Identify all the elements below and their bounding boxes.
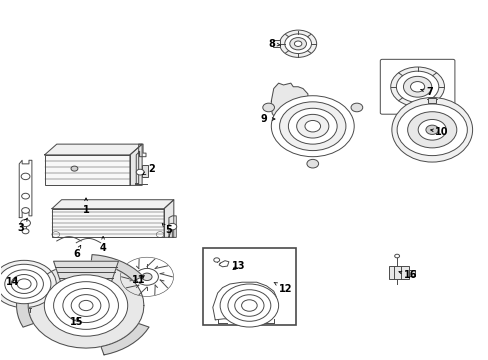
Bar (52, 209, 163, 237)
Circle shape (21, 173, 30, 180)
Polygon shape (91, 255, 142, 281)
Circle shape (227, 290, 270, 321)
Text: 3: 3 (18, 218, 27, 233)
Text: 2: 2 (142, 164, 155, 175)
Circle shape (410, 82, 424, 92)
Bar (142, 165, 148, 177)
Circle shape (167, 224, 176, 230)
Circle shape (79, 300, 93, 311)
Polygon shape (54, 261, 118, 288)
Text: 13: 13 (231, 261, 245, 271)
Bar (427, 98, 436, 103)
Bar (273, 40, 279, 47)
Circle shape (284, 34, 311, 54)
Circle shape (11, 275, 37, 293)
Text: 11: 11 (132, 275, 145, 285)
Circle shape (390, 67, 444, 107)
Text: 6: 6 (73, 245, 81, 258)
Bar (44, 155, 130, 185)
Bar (388, 266, 408, 279)
Polygon shape (271, 83, 307, 123)
Circle shape (234, 295, 264, 316)
Circle shape (22, 229, 29, 234)
Circle shape (306, 159, 318, 168)
Circle shape (17, 279, 31, 289)
Circle shape (289, 37, 306, 50)
Circle shape (262, 103, 274, 112)
Circle shape (350, 103, 362, 112)
Circle shape (220, 284, 278, 327)
Polygon shape (130, 144, 142, 185)
Text: 4: 4 (100, 237, 106, 253)
Text: 9: 9 (260, 114, 274, 124)
Circle shape (20, 220, 30, 226)
Text: 8: 8 (267, 39, 280, 49)
Circle shape (44, 275, 127, 336)
Text: 15: 15 (69, 317, 83, 327)
Circle shape (142, 273, 152, 280)
Circle shape (0, 264, 51, 304)
Text: 10: 10 (430, 127, 448, 136)
Circle shape (21, 193, 29, 199)
Text: 5: 5 (162, 224, 172, 235)
Polygon shape (163, 200, 173, 237)
Circle shape (417, 120, 446, 140)
Polygon shape (28, 263, 143, 348)
Circle shape (407, 112, 456, 148)
Circle shape (136, 169, 144, 175)
Bar (18, 308, 30, 312)
Bar (203, 248, 295, 325)
Circle shape (394, 254, 399, 258)
Circle shape (135, 269, 158, 285)
FancyBboxPatch shape (380, 59, 454, 114)
Circle shape (5, 270, 43, 298)
Polygon shape (17, 284, 34, 327)
Circle shape (271, 96, 353, 157)
Circle shape (425, 125, 438, 134)
Circle shape (213, 258, 219, 262)
Circle shape (288, 108, 336, 144)
Circle shape (296, 114, 328, 138)
Circle shape (279, 102, 345, 150)
Circle shape (279, 30, 316, 57)
Circle shape (294, 41, 301, 46)
Circle shape (403, 76, 431, 97)
Text: 12: 12 (273, 282, 292, 294)
Circle shape (54, 282, 118, 329)
Text: 7: 7 (420, 87, 432, 97)
Ellipse shape (391, 98, 471, 162)
Polygon shape (44, 144, 142, 155)
Bar (408, 270, 414, 276)
Text: 1: 1 (82, 198, 89, 216)
Polygon shape (101, 324, 149, 355)
Circle shape (71, 294, 101, 316)
Circle shape (241, 300, 257, 311)
Circle shape (71, 166, 78, 171)
Circle shape (305, 121, 320, 132)
Circle shape (396, 71, 438, 102)
Polygon shape (52, 200, 173, 209)
Polygon shape (212, 282, 276, 320)
Text: 14: 14 (6, 277, 20, 287)
Circle shape (396, 104, 467, 156)
Circle shape (63, 288, 109, 323)
Circle shape (0, 260, 56, 308)
Circle shape (21, 208, 29, 213)
Text: 16: 16 (398, 270, 416, 280)
